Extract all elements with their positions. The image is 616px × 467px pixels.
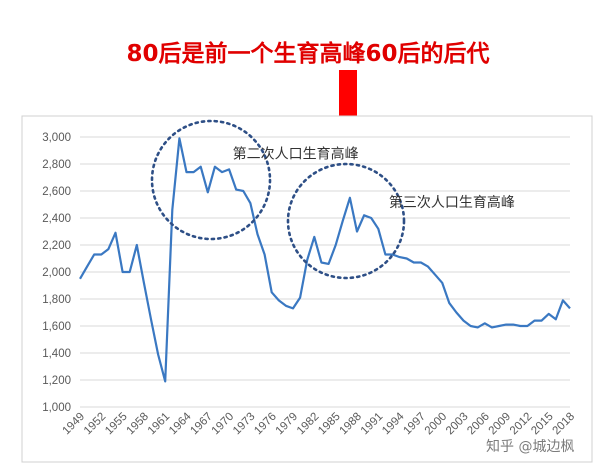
peak-annotation: 第三次人口生育高峰 <box>389 194 515 211</box>
y-tick-label: 2,800 <box>42 159 71 171</box>
y-tick-label: 2,200 <box>42 240 71 252</box>
third-peak-circle <box>286 162 406 280</box>
y-tick-label: 2,000 <box>42 267 71 279</box>
y-tick-label: 2,600 <box>42 186 71 198</box>
peak-annotation: 第二次人口生育高峰 <box>233 146 359 163</box>
y-tick-label: 1,600 <box>42 321 71 333</box>
y-tick-label: 1,400 <box>42 348 71 360</box>
y-tick-label: 1,000 <box>42 402 71 414</box>
chart-gridlines <box>80 136 570 408</box>
chart-frame <box>21 115 593 463</box>
headline: 80后是前一个生育高峰60后的后代 <box>126 41 490 67</box>
y-axis-ticks: 1,000 1,200 1,400 1,600 1,800 2,000 2,200 2,400… <box>42 132 71 414</box>
y-tick-label: 1,200 <box>42 375 71 387</box>
y-tick-label: 1,800 <box>42 294 71 306</box>
second-peak-circle <box>150 119 272 241</box>
y-tick-label: 3,000 <box>42 132 71 144</box>
watermark: 知乎 @城边枫 <box>486 439 575 455</box>
births-series-line <box>79 137 571 383</box>
y-tick-label: 2,400 <box>42 213 71 225</box>
